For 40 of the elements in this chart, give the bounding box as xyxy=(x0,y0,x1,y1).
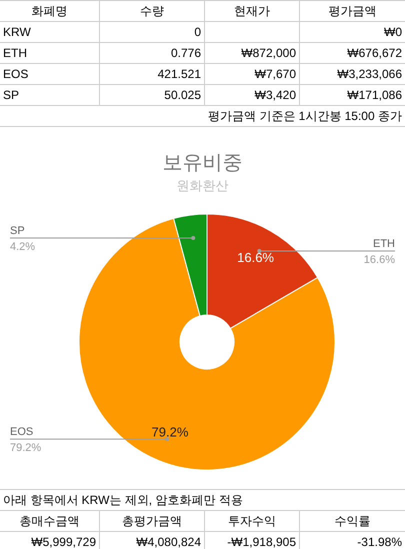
slice-label: EOS xyxy=(10,426,34,438)
text: 0 xyxy=(100,22,205,42)
text: 총매수금액 xyxy=(0,511,100,531)
text: 4.2% xyxy=(10,240,36,253)
text: 아래 항목에서 KRW는 제외, 암호화폐만 적용 xyxy=(0,490,405,511)
text: 평가금액 기준은 1시간봉 15:00 종가 xyxy=(0,106,405,127)
text: ETH xyxy=(0,43,100,63)
chart-title: 보유비중 xyxy=(162,152,242,174)
slice-label: ETH xyxy=(373,238,396,250)
text: ₩872,000 xyxy=(205,43,300,63)
text: 평가금액 xyxy=(328,3,378,20)
text: ₩676,672 xyxy=(346,45,403,62)
text: 총평가금액 xyxy=(100,511,205,531)
text: 화폐명 xyxy=(0,1,100,21)
text: 투자수익 xyxy=(205,511,300,531)
text: -31.98% xyxy=(356,534,403,549)
text: SP xyxy=(0,85,100,105)
text: ₩5,999,729 xyxy=(0,532,100,549)
text: ₩3,233,066 xyxy=(336,66,403,83)
text: ₩7,670 xyxy=(205,64,300,84)
donut-slice xyxy=(78,218,336,470)
text: 50.025 xyxy=(100,85,205,105)
text: -₩1,918,905 xyxy=(205,532,300,549)
text: ₩3,420 xyxy=(205,85,300,105)
text: 421.521 xyxy=(100,64,205,84)
text: 현재가 xyxy=(205,1,300,21)
text: 수량 xyxy=(100,1,205,21)
text: KRW xyxy=(0,22,100,42)
chart-subtitle: 원화환산 xyxy=(176,178,228,193)
text: ₩4,080,824 xyxy=(100,532,205,549)
slice-label: SP xyxy=(10,224,25,237)
text: 수익률 xyxy=(334,513,372,530)
text: 0.776 xyxy=(100,43,205,63)
data-label: 79.2% xyxy=(10,442,42,454)
text: ₩171,086 xyxy=(346,87,403,104)
text: ₩0 xyxy=(383,24,403,41)
text: EOS xyxy=(0,64,100,84)
text: 79.2% xyxy=(152,424,188,440)
data-label: 16.6% xyxy=(364,254,396,266)
text: 16.6% xyxy=(237,250,274,265)
